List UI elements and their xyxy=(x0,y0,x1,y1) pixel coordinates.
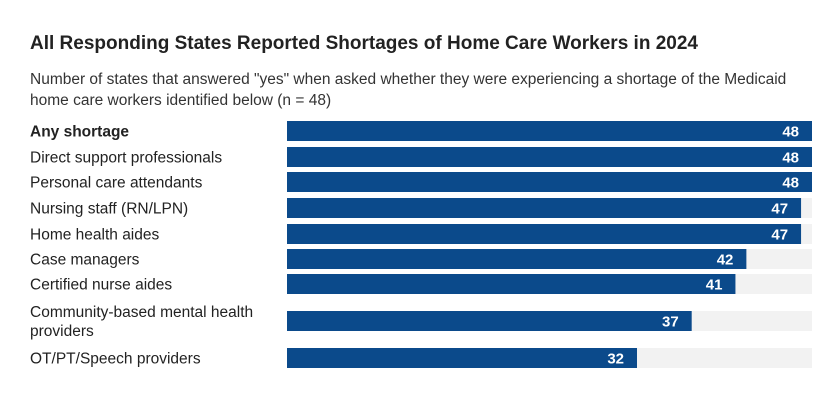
bar xyxy=(287,172,812,192)
chart-title: All Responding States Reported Shortages… xyxy=(30,33,698,54)
bar xyxy=(287,348,637,368)
data-label: 47 xyxy=(771,201,788,218)
data-label: 41 xyxy=(706,277,723,294)
bar xyxy=(287,121,812,141)
data-label: 32 xyxy=(607,351,624,368)
category-label: Home health aides xyxy=(30,227,159,244)
data-label: 37 xyxy=(662,314,679,331)
category-label: Nursing staff (RN/LPN) xyxy=(30,201,188,218)
bar xyxy=(287,147,812,167)
category-label: Certified nurse aides xyxy=(30,277,172,294)
category-label: Community-based mental health providers xyxy=(30,304,253,340)
bar xyxy=(287,311,692,331)
chart-subtitle: Number of states that answered "yes" whe… xyxy=(30,71,787,109)
data-label: 47 xyxy=(771,227,788,244)
data-label: 48 xyxy=(782,150,799,167)
category-label: Direct support professionals xyxy=(30,150,222,167)
bar xyxy=(287,198,802,218)
bar xyxy=(287,274,736,294)
category-label: Personal care attendants xyxy=(30,175,203,192)
category-label: Any shortage xyxy=(30,124,129,141)
data-label: 48 xyxy=(782,124,799,141)
bar xyxy=(287,224,802,244)
data-label: 48 xyxy=(782,175,799,192)
category-label: OT/PT/Speech providers xyxy=(30,351,201,368)
data-label: 42 xyxy=(717,252,734,269)
bar xyxy=(287,249,747,269)
category-label: Case managers xyxy=(30,252,140,269)
